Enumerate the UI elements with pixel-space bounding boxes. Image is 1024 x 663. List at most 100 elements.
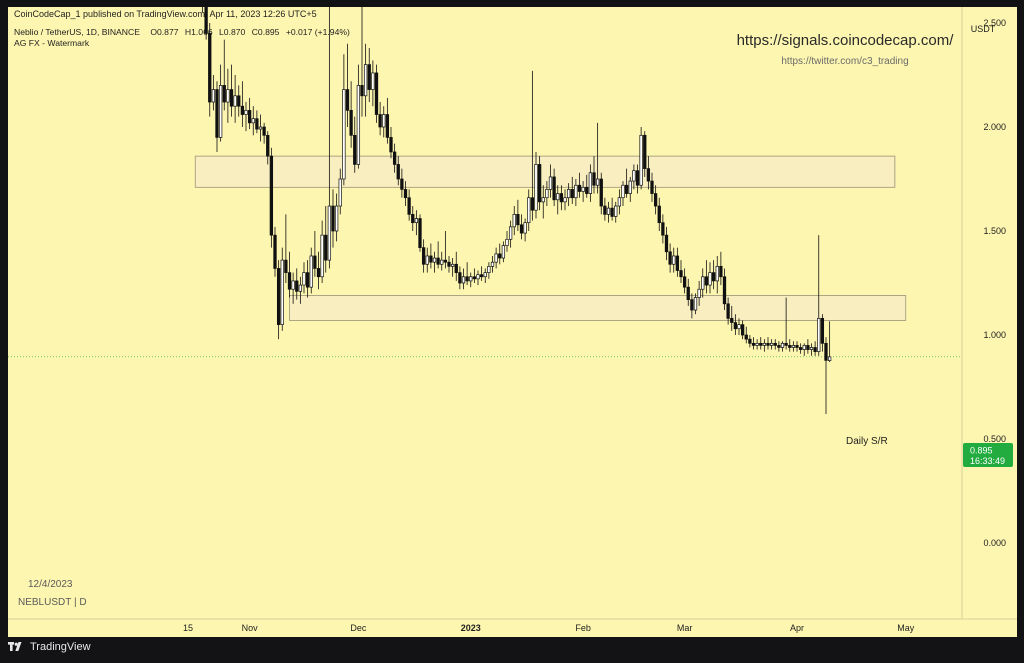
candle xyxy=(661,214,665,244)
candle-body-down xyxy=(661,222,665,236)
candle-body-up xyxy=(769,342,774,346)
candle-body-down xyxy=(824,342,828,361)
candle xyxy=(229,64,234,117)
candle-body-down xyxy=(795,345,799,348)
candle-body-down xyxy=(396,164,400,180)
candle-body-down xyxy=(585,186,589,194)
candle-body-down xyxy=(295,280,299,292)
candle-body-up xyxy=(566,189,571,199)
candle xyxy=(690,293,694,319)
candle xyxy=(305,260,310,298)
candle-body-up xyxy=(356,85,361,165)
candle xyxy=(730,305,734,331)
candle-body-up xyxy=(632,170,636,182)
daily-sr-label: Daily S/R xyxy=(846,436,888,447)
candle xyxy=(472,268,477,283)
candle xyxy=(374,64,379,123)
candle xyxy=(639,127,643,190)
candle xyxy=(556,185,560,215)
candle-body-up xyxy=(508,226,513,240)
candle xyxy=(298,276,303,304)
candle-body-up xyxy=(556,193,560,201)
price-axis[interactable]: 4.5004.0003.5003.0002.5002.0001.5001.000… xyxy=(980,0,1006,637)
candle-body-down xyxy=(411,214,415,224)
candle xyxy=(603,197,607,221)
candle-body-down xyxy=(208,33,212,103)
candle-body-down xyxy=(726,303,730,319)
candle xyxy=(367,47,371,103)
candle xyxy=(338,168,342,215)
candle xyxy=(240,81,245,127)
candle-body-down xyxy=(679,270,683,278)
candle xyxy=(345,43,350,127)
candle xyxy=(664,226,669,261)
candle xyxy=(672,247,676,273)
candle-body-down xyxy=(686,286,690,300)
candle-body-down xyxy=(472,276,477,280)
candle xyxy=(295,268,299,300)
candle-body-down xyxy=(215,89,219,138)
x-tick-label: Feb xyxy=(575,623,591,633)
candle-body-down xyxy=(313,255,317,269)
time-axis[interactable]: 15 Nov Dec 2023 Feb Mar Apr May xyxy=(183,623,915,633)
candle-body-down xyxy=(530,197,535,211)
tradingview-logo[interactable]: TradingView xyxy=(8,641,91,653)
candle xyxy=(726,297,730,325)
candle xyxy=(440,251,444,271)
candle xyxy=(461,268,466,290)
candle xyxy=(262,122,266,144)
candle xyxy=(411,206,415,231)
candle xyxy=(798,343,803,354)
candle-body-up xyxy=(802,345,806,350)
candle-body-down xyxy=(675,255,680,271)
candle-body-up xyxy=(563,197,567,203)
candle xyxy=(327,0,332,269)
candle-body-down xyxy=(367,64,371,90)
candle xyxy=(682,268,687,294)
candle xyxy=(737,318,741,335)
candle xyxy=(588,164,593,202)
candle-body-up xyxy=(382,114,386,128)
candle-body-up xyxy=(342,89,346,180)
candle xyxy=(247,97,252,130)
candle-body-down xyxy=(407,197,411,215)
candle-body-up xyxy=(701,276,705,290)
price-tag-countdown: 16:33:49 xyxy=(970,456,1005,466)
candle-body-down xyxy=(798,347,803,350)
candle-body-up xyxy=(483,272,487,278)
candle xyxy=(425,247,429,273)
y-tick-label: 0.500 xyxy=(983,434,1006,444)
bottom-date: 12/4/2023 xyxy=(28,579,73,590)
ohlc-open: O0.877 xyxy=(150,27,178,37)
candle-body-down xyxy=(643,134,647,169)
candle-body-up xyxy=(809,347,814,350)
candle-body-down xyxy=(447,261,451,267)
candle xyxy=(686,278,690,306)
candle xyxy=(320,220,324,283)
indicator-legend[interactable]: AG FX - Watermark xyxy=(14,38,90,48)
candle xyxy=(215,81,219,152)
candle xyxy=(740,320,745,340)
candle xyxy=(360,0,364,117)
candle-body-up xyxy=(494,253,498,263)
candle-body-down xyxy=(454,263,458,273)
candle xyxy=(469,272,473,288)
candle xyxy=(744,326,748,344)
candle-body-up xyxy=(791,345,796,348)
candle-body-down xyxy=(273,234,277,269)
candle xyxy=(349,81,353,148)
symbol-legend: Neblio / TetherUS, 1D, BINANCE O0.877 H1… xyxy=(14,27,350,37)
candle xyxy=(392,143,397,173)
candle-body-down xyxy=(788,345,792,348)
candle-body-down xyxy=(443,259,448,263)
candle xyxy=(788,339,792,352)
candle xyxy=(817,235,821,356)
candle-body-down xyxy=(392,151,397,165)
x-tick-label: 15 xyxy=(183,623,193,633)
y-tick-label: 2.500 xyxy=(983,18,1006,28)
candle-body-down xyxy=(813,347,817,352)
candle xyxy=(722,268,727,311)
candle-body-up xyxy=(737,324,741,330)
candle-body-up xyxy=(338,178,342,207)
candle xyxy=(251,106,255,136)
